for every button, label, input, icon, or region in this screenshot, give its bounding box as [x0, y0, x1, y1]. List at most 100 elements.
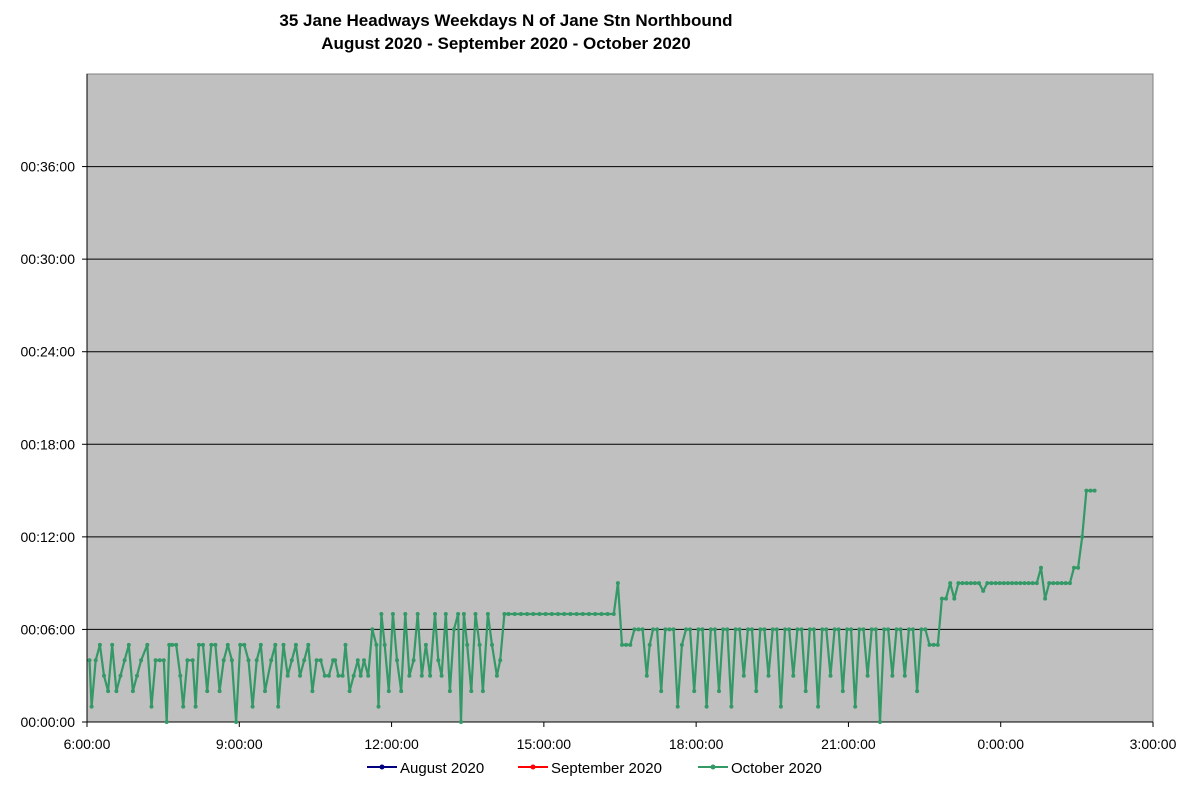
data-point [473, 612, 478, 616]
data-point [704, 704, 709, 709]
data-point [318, 658, 323, 663]
data-point [293, 642, 298, 647]
data-point [276, 704, 281, 709]
data-point [543, 612, 548, 616]
data-point [336, 673, 341, 678]
data-point [285, 673, 290, 678]
data-point [1072, 565, 1076, 570]
data-point [1014, 581, 1019, 586]
data-point [289, 658, 294, 663]
data-point [452, 627, 456, 632]
data-point [549, 612, 554, 616]
data-point [721, 627, 726, 632]
data-point [480, 689, 485, 694]
data-point [130, 689, 135, 694]
data-point [395, 658, 399, 663]
data-point [89, 704, 94, 709]
data-point [902, 673, 907, 678]
data-point [351, 673, 356, 678]
data-point [679, 642, 684, 647]
data-point [906, 627, 911, 632]
data-point [246, 658, 251, 663]
data-point [370, 627, 375, 632]
data-point [415, 612, 420, 616]
data-point [729, 704, 734, 709]
grid-lines [87, 166, 1153, 630]
data-point [840, 689, 845, 694]
data-point [459, 720, 463, 724]
data-point [512, 612, 517, 616]
data-point [692, 689, 697, 694]
data-point [157, 658, 162, 663]
data-point [114, 689, 119, 694]
data-point [717, 689, 721, 694]
data-point [890, 673, 895, 678]
data-point [882, 627, 887, 632]
data-point [791, 673, 796, 678]
data-point [407, 673, 412, 678]
data-point [382, 642, 387, 647]
data-point [485, 612, 490, 616]
data-point [213, 642, 218, 647]
data-point [347, 689, 352, 694]
data-point [1059, 581, 1064, 586]
data-point [221, 658, 226, 663]
data-point [944, 596, 948, 601]
data-point [374, 642, 379, 647]
data-point [302, 658, 307, 663]
data-point [1034, 581, 1039, 586]
data-point [770, 627, 775, 632]
y-tick-label: 00:18:00 [21, 436, 76, 452]
data-point [1076, 565, 1081, 570]
data-point [1084, 488, 1089, 493]
data-point [428, 673, 433, 678]
data-point [857, 627, 862, 632]
data-point [939, 596, 944, 601]
data-point [1010, 581, 1015, 586]
data-point [242, 642, 247, 647]
data-point [865, 673, 870, 678]
x-tick-label: 18:00:00 [669, 736, 724, 752]
data-point [733, 627, 738, 632]
data-point [611, 612, 616, 616]
data-point [149, 704, 154, 709]
data-point [1039, 565, 1043, 570]
data-point [628, 642, 633, 647]
data-point [671, 627, 676, 632]
x-tick-label: 15:00:00 [517, 736, 572, 752]
legend-label: October 2020 [731, 760, 822, 777]
data-point [960, 581, 965, 586]
data-point [254, 658, 259, 663]
data-point [366, 673, 371, 678]
data-point [506, 612, 511, 616]
data-point [712, 627, 717, 632]
data-point [217, 689, 222, 694]
x-tick-label: 3:00:00 [1130, 736, 1177, 752]
data-point [164, 720, 169, 724]
data-point [762, 627, 767, 632]
data-point [411, 658, 416, 663]
data-point [778, 704, 783, 709]
data-point [783, 627, 787, 632]
data-point [1043, 596, 1048, 601]
data-point [314, 658, 319, 663]
chart-title-line2: August 2020 - September 2020 - October 2… [321, 34, 690, 53]
data-point [968, 581, 973, 586]
data-point [465, 642, 470, 647]
data-point [675, 704, 680, 709]
data-point [816, 704, 821, 709]
data-point [911, 627, 915, 632]
data-point [1088, 488, 1093, 493]
data-point [774, 627, 779, 632]
legend-label: August 2020 [400, 760, 484, 777]
data-point [518, 612, 523, 616]
data-point [997, 581, 1002, 586]
data-point [234, 720, 239, 724]
data-point [787, 627, 792, 632]
data-point [993, 581, 998, 586]
data-point [178, 673, 183, 678]
data-point [754, 689, 759, 694]
data-point [340, 673, 345, 678]
legend-marker [530, 764, 536, 770]
